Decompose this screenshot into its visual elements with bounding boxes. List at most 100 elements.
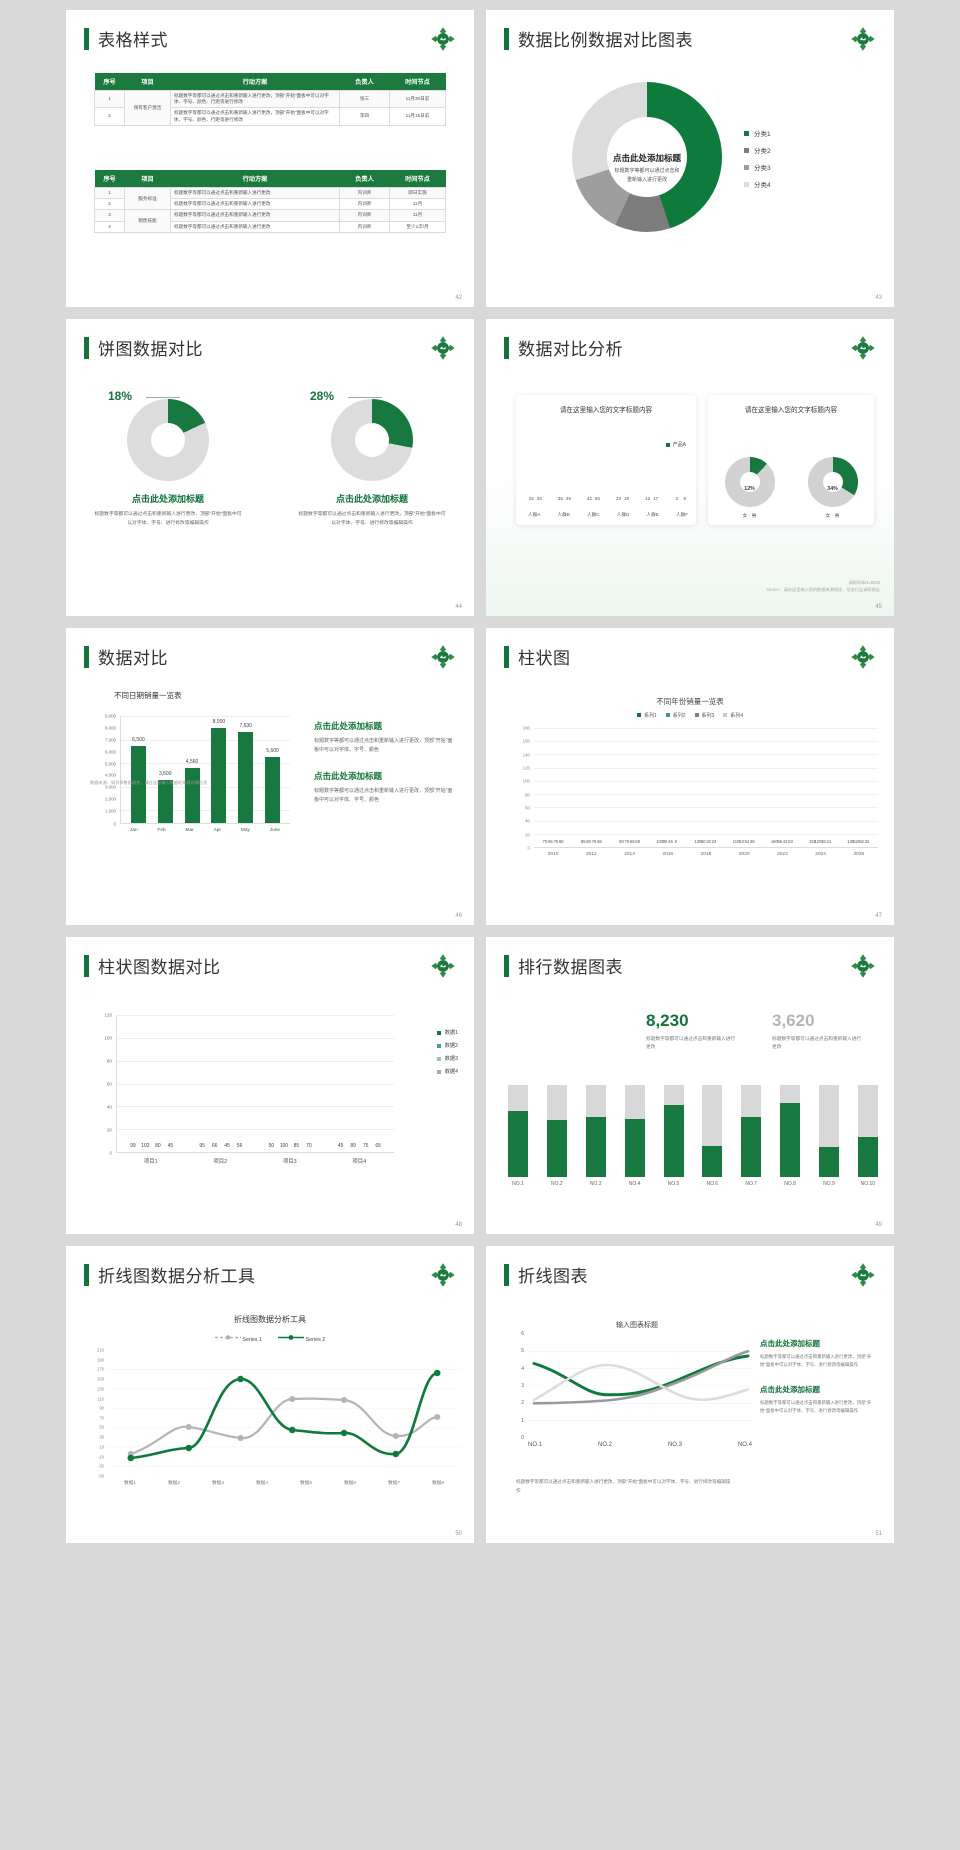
x-tick: NO.1: [528, 1442, 543, 1448]
x-tick: 人群B: [557, 512, 570, 517]
page-title: 折线图数据分析工具: [98, 1267, 256, 1286]
panel-caption: 点击此处添加标题: [131, 494, 204, 504]
y-tick: 3,000: [105, 784, 116, 790]
accent-bar: [504, 954, 509, 977]
donut-chart-area: 点击此处添加标题 标题数字等都可以通过点击和 重新输入进行更改 分类1 分类2 …: [486, 68, 894, 298]
kpi-row: 8,230 标题数字等都可以通过点击和重新输入进行更改 3,620 标题数字等都…: [646, 1011, 864, 1052]
x-tick: 2014: [624, 852, 635, 857]
source-note: 调研样本N=9000 Source：请存这里输入您的数据来源描述，包含行业调研报…: [766, 579, 880, 594]
line-chart: 6 5 4 3 2 1 0: [510, 1331, 752, 1464]
slide-header: 折线图表: [504, 1262, 588, 1287]
legend-swatch-icon: [694, 713, 699, 717]
legend-item: 数据2: [436, 1042, 458, 1049]
bar-value: 96: [777, 839, 783, 844]
bar-value: 6,500: [132, 736, 145, 743]
th-1: 项目: [124, 170, 171, 188]
y-tick: 180: [522, 725, 530, 731]
cell-project: 服务标准: [124, 186, 171, 211]
legend-label: 数据1: [444, 1030, 458, 1036]
legend-line-solid-icon: [278, 1335, 304, 1340]
bar: 6,500: [130, 737, 146, 823]
y-tick: 80: [525, 792, 530, 798]
y-tick: 0: [109, 1150, 112, 1156]
bar-value: 80: [700, 839, 706, 844]
bar-value: 18: [623, 496, 630, 501]
bar-value: 150: [809, 839, 817, 844]
bar-value: 2: [675, 496, 678, 501]
x-axis-labels: Jan Feb Mar Apr May June: [120, 828, 290, 833]
kpi-desc: 标题数字等都可以通过点击和重新输入进行更改: [646, 1036, 736, 1050]
bar-value: 56: [236, 1143, 243, 1149]
legend-label: 数据2: [444, 1043, 458, 1049]
block-heading: 点击此处添加标题: [314, 721, 383, 731]
x-tick: 2018: [700, 852, 712, 857]
accent-bar: [84, 645, 89, 668]
stacked-bar: [780, 1085, 801, 1177]
x-tick: 数据7: [388, 1480, 400, 1485]
bar: 5,600: [265, 748, 281, 823]
gridline: [121, 739, 290, 741]
bar: 4,560: [184, 759, 200, 823]
cell-time: 11月: [389, 198, 446, 211]
x-axis-labels: NO.1 NO.2 NO.3 NO.4 NO.5 NO.6 NO.7 NO.8 …: [508, 1181, 878, 1187]
accent-bar: [84, 954, 89, 977]
panel-body: 标题数字等都可以通过点击和重新输入进行更改，顶部“开始”面板中可以对字体、字号、…: [94, 512, 242, 526]
page-title: 柱状图: [518, 649, 571, 668]
bar-value: 66: [629, 839, 635, 844]
y-tick: 120: [104, 1012, 112, 1018]
bar-value: 7,630: [239, 723, 252, 730]
x-tick: 2016: [662, 852, 674, 857]
legend-label: 系列2: [672, 713, 686, 719]
legend-swatch-icon: [436, 1043, 441, 1048]
gridline: [121, 810, 290, 811]
y-tick: 6: [521, 1331, 524, 1337]
donut-panel-right: 28% 点击此处添加标题 标题数字等都可以通过点击和重新输入进行更改，顶部“开始…: [270, 389, 474, 529]
brand-logo-icon: [851, 1263, 875, 1287]
y-tick: 4: [521, 1365, 524, 1372]
x-tick: 2020: [738, 852, 750, 857]
card-title: 请在这里输入您的文字标题内容: [744, 407, 838, 414]
bar-value: 45: [224, 1143, 230, 1149]
legend-swatch-icon: [636, 713, 641, 717]
card-title: 请在这里输入您的文字标题内容: [559, 407, 653, 414]
stacked-bar: [663, 1085, 684, 1177]
bar-group-row: 99 102 80 45 95 66 45 56 50 100 85: [117, 1015, 394, 1152]
slide-header: 数据对比: [84, 644, 168, 669]
brand-logo-icon: [431, 645, 455, 669]
bar-value: 60: [558, 839, 564, 844]
legend-label: Series 1: [242, 1337, 262, 1343]
y-tick: 100: [104, 1035, 112, 1041]
donut-chart: 12%: [724, 457, 775, 507]
slide-50: 折线图数据分析工具 折线图数据分析工具 Series 1 Series 2 21…: [66, 1246, 474, 1543]
bar-chart: 不同日期销量一览表 9,000 8,000 7,000 6,000 5,000 …: [90, 691, 290, 842]
chart-legend: Series 1 Series 2: [66, 1334, 474, 1343]
y-tick: 130: [97, 1386, 104, 1392]
bar-value: 110: [852, 839, 860, 844]
donut-hole: [145, 417, 191, 463]
legend-label: Series 2: [305, 1337, 326, 1343]
x-tick: 人群E: [646, 512, 659, 517]
bar-value: 53: [788, 839, 793, 844]
bar-value: 42: [586, 496, 592, 501]
donut-chart: [323, 391, 421, 489]
y-tick: 8,000: [105, 725, 116, 731]
bar-value: 3,600: [158, 771, 172, 778]
y-tick: 40: [106, 1104, 112, 1110]
legend-label: 分类4: [754, 182, 771, 189]
line-series-svg: [528, 1334, 752, 1438]
donut-row: 标题 12% 标题 34%: [708, 435, 874, 507]
cell-plan: 标题数字等都可以通过点击和重新输入进行更改，顶部“开始”面板中可以对字体、字号、…: [170, 89, 340, 109]
slide-43: 数据比例数据对比图表 点击此处添加标题 标题数字等都可以通过点击和 重新输入进行…: [486, 10, 894, 307]
cell-plan: 标题数字等都可以通过点击和重新输入进行更改: [170, 220, 340, 233]
bar-value: 12: [645, 496, 651, 501]
stacked-bar: [702, 1085, 723, 1177]
bar: 8,000: [211, 719, 227, 823]
cell-plan: 标题数字等都可以通过点击和重新输入进行更改: [170, 186, 340, 200]
x-tick: Feb: [157, 828, 166, 833]
x-tick: 数据4: [256, 1480, 268, 1485]
panel-body: 标题数字等都可以通过点击和重新输入进行更改，顶部“开始”面板中可以对字体、字号、…: [298, 512, 446, 526]
bar-value: 6: [683, 496, 686, 501]
x-tick: 数据2: [168, 1480, 180, 1485]
y-tick: 20: [106, 1127, 112, 1133]
x-tick: NO.7: [745, 1181, 758, 1187]
